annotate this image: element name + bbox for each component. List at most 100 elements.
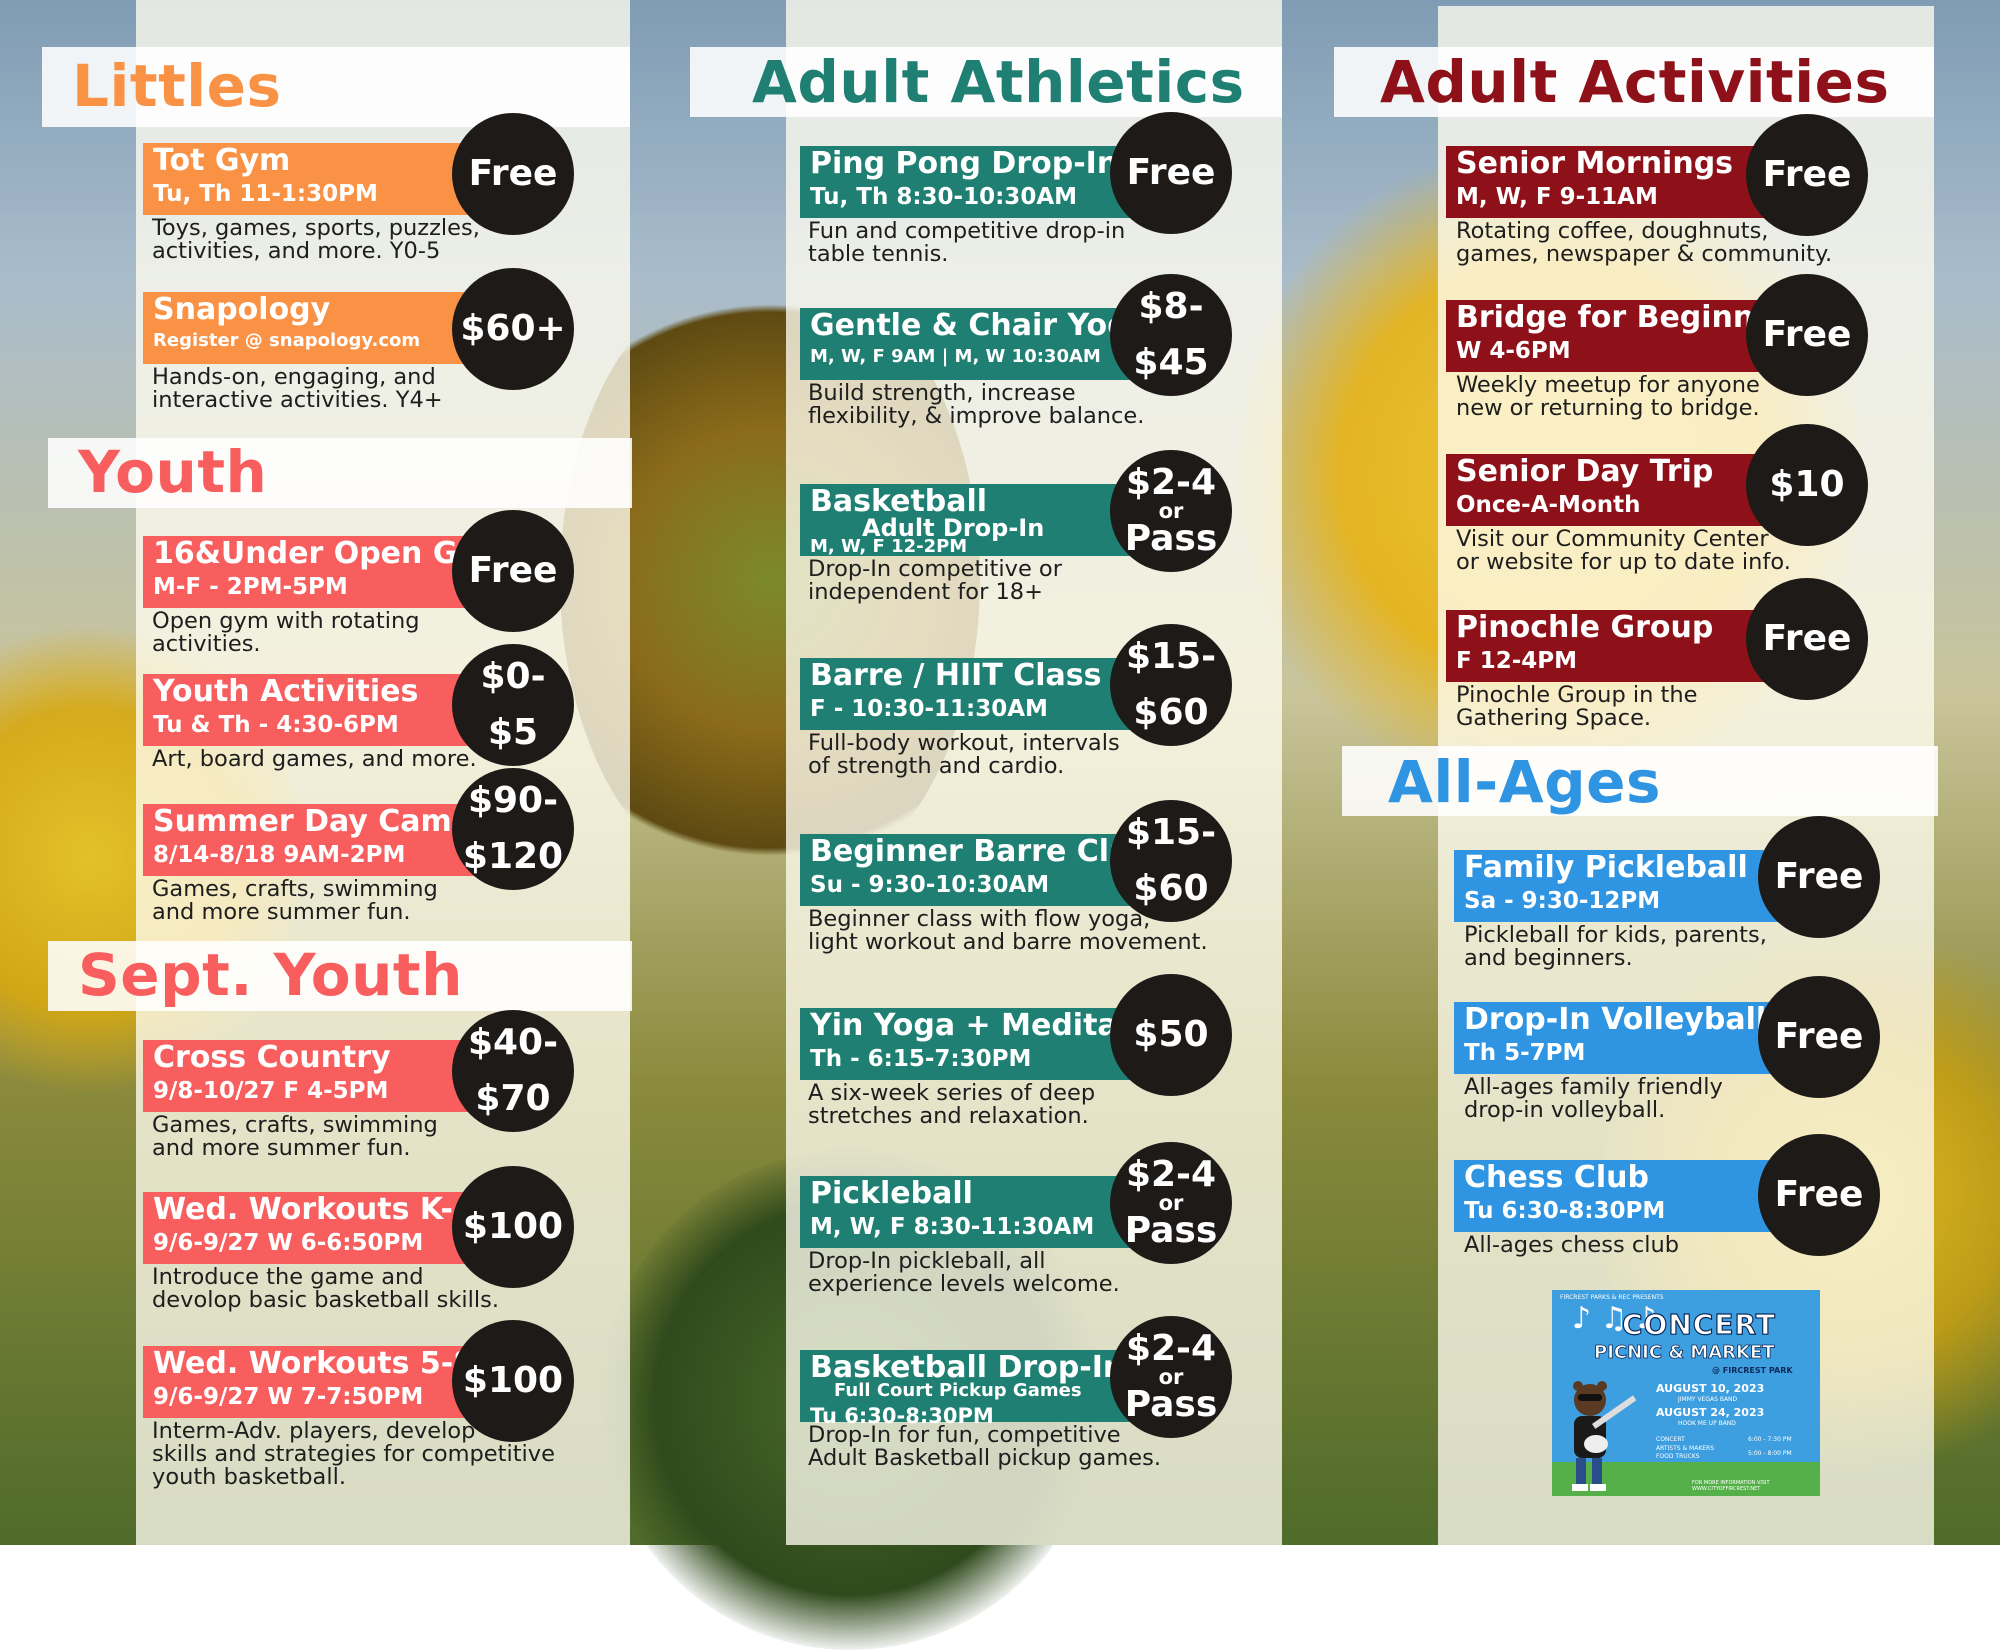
program-schedule: 8/14-8/18 9AM-2PM — [153, 842, 406, 868]
program-bar[interactable]: Bridge for Beginners W 4-6PM — [1446, 300, 1807, 372]
program-bar[interactable]: Yin Yoga + Meditation Th - 6:15-7:30PM — [800, 1008, 1184, 1080]
poster-date-2: AUGUST 24, 2023 — [1656, 1406, 1765, 1419]
price-text: $2-4 — [1125, 1154, 1217, 1195]
program-bar[interactable]: Wed. Workouts 5-8 9/6-9/27 W 7-7:50PM — [143, 1346, 503, 1418]
program-schedule: Su - 9:30-10:30AM — [810, 872, 1050, 898]
program-schedule: 9/8-10/27 F 4-5PM — [153, 1078, 389, 1104]
program-schedule: M, W, F 9AM | M, W 10:30AM — [810, 346, 1101, 367]
price-badge: $10 — [1746, 424, 1868, 546]
program-schedule: 9/6-9/27 W 7-7:50PM — [153, 1384, 424, 1410]
program-schedule: Tu, Th 11-1:30PM — [153, 181, 378, 207]
youth-heading: Youth — [78, 438, 268, 506]
program-schedule: Sa - 9:30-12PM — [1464, 888, 1661, 914]
program-bar[interactable]: Basketball Adult Drop-In M, W, F 12-2PM — [800, 484, 1150, 557]
price-badge: Free — [1758, 816, 1880, 938]
program-bar[interactable]: Chess Club Tu 6:30-8:30PM — [1454, 1160, 1802, 1232]
sept-youth-header-box — [48, 941, 632, 1011]
price-badge: $8- $45 — [1110, 274, 1232, 396]
price-text: Pass — [1124, 518, 1218, 559]
price-badge: $100 — [452, 1320, 574, 1442]
program-bar[interactable]: Youth Activities Tu & Th - 4:30-6PM — [143, 674, 503, 746]
program-description: Pickleball for kids, parents, and beginn… — [1464, 922, 1767, 971]
program-description: Build strength, increase flexibility, & … — [808, 380, 1145, 429]
price-text: Free — [1762, 618, 1852, 659]
program-description: Full-body workout, intervals of strength… — [808, 730, 1120, 779]
program-schedule: Tu, Th 8:30-10:30AM — [810, 184, 1078, 210]
price-text: or — [1158, 1191, 1184, 1215]
program-bar[interactable]: Senior Mornings M, W, F 9-11AM — [1446, 146, 1794, 218]
program-description: Pinochle Group in the Gathering Space. — [1456, 682, 1698, 731]
price-text: $70 — [475, 1078, 551, 1119]
program-bar[interactable]: Cross Country 9/8-10/27 F 4-5PM — [143, 1040, 503, 1112]
program-bar[interactable]: Beginner Barre Class Su - 9:30-10:30AM — [800, 834, 1165, 906]
poster-row-1-time: 6:00 - 7:30 PM — [1748, 1436, 1792, 1443]
program-name: Gentle & Chair Yoga — [810, 308, 1149, 343]
program-name: Wed. Workouts 5-8 — [153, 1346, 475, 1381]
poster-subtitle: PICNIC & MARKET — [1594, 1342, 1775, 1364]
program-name: Senior Day Trip — [1456, 454, 1714, 489]
price-text: $60 — [1133, 692, 1209, 733]
program-bar[interactable]: Gentle & Chair Yoga M, W, F 9AM | M, W 10… — [800, 308, 1150, 380]
program-schedule: F - 10:30-11:30AM — [810, 696, 1048, 722]
price-badge: Free — [1758, 1134, 1880, 1256]
program-description: Introduce the game and devolop basic bas… — [152, 1264, 500, 1313]
price-badge: Free — [1746, 274, 1868, 396]
poster-row-3-label: FOOD TRUCKS — [1656, 1453, 1700, 1460]
program-schedule: Register @ snapology.com — [153, 330, 421, 351]
program-bar[interactable]: Drop-In Volleyball Th 5-7PM — [1454, 1002, 1802, 1074]
program-name: Pinochle Group — [1456, 610, 1714, 645]
price-text: $8- — [1138, 286, 1204, 327]
program-bar[interactable]: Pickleball M, W, F 8:30-11:30AM — [800, 1176, 1150, 1248]
program-bar[interactable]: Snapology Register @ snapology.com — [143, 292, 503, 364]
bear-guitar-icon — [1572, 1381, 1637, 1491]
program-name: Wed. Workouts K-4 — [153, 1192, 474, 1227]
program-description: Drop-In pickleball, all experience level… — [808, 1248, 1120, 1297]
program-description: Drop-In competitive or independent for 1… — [808, 556, 1062, 605]
price-text: Free — [1762, 314, 1852, 355]
program-schedule: Th - 6:15-7:30PM — [810, 1046, 1032, 1072]
program-bar[interactable]: Pinochle Group F 12-4PM — [1446, 610, 1794, 682]
program-bar[interactable]: Summer Day Camp 8/14-8/18 9AM-2PM — [143, 804, 503, 876]
activities-header-box — [1334, 47, 1934, 117]
program-bar[interactable]: Senior Day Trip Once-A-Month — [1446, 454, 1794, 526]
program-bar[interactable]: Basketball Drop-In Full Court Pickup Game… — [800, 1350, 1150, 1428]
price-badge: $2-4 or Pass — [1110, 1316, 1232, 1438]
program-description: Weekly meetup for anyone new or returnin… — [1456, 372, 1760, 421]
price-text: $100 — [462, 1360, 564, 1401]
program-bar[interactable]: 16&Under Open Gym M-F - 2PM-5PM — [143, 536, 508, 608]
program-description: Interm-Adv. players, develop skills and … — [152, 1418, 555, 1490]
athletics-heading: Adult Athletics — [752, 48, 1245, 116]
price-badge: Free — [1110, 112, 1232, 234]
program-description: Beginner class with flow yoga, light wor… — [808, 906, 1208, 955]
program-schedule: Tu 6:30-8:30PM — [810, 1404, 994, 1428]
program-name: Senior Mornings — [1456, 146, 1734, 181]
music-notes-icon: ♪ ♫ ♪ — [1572, 1301, 1657, 1336]
program-bar[interactable]: Wed. Workouts K-4 9/6-9/27 W 6-6:50PM — [143, 1192, 503, 1264]
concert-poster[interactable]: FIRCREST PARKS & REC PRESENTS ♪ ♫ ♪ CONC… — [1552, 1290, 1820, 1496]
price-badge: $2-4 or Pass — [1110, 1142, 1232, 1264]
program-name: Chess Club — [1464, 1160, 1650, 1195]
price-text: $2-4 — [1125, 1328, 1217, 1369]
price-badge: $50 — [1110, 974, 1232, 1096]
program-schedule: M, W, F 8:30-11:30AM — [810, 1214, 1095, 1240]
program-bar[interactable]: Tot Gym Tu, Th 11-1:30PM — [143, 143, 503, 215]
poster-band-1: JIMMY VEGAS BAND — [1678, 1396, 1738, 1403]
price-text: or — [1158, 499, 1184, 523]
program-description: Games, crafts, swimming and more summer … — [152, 1112, 438, 1161]
program-name: Tot Gym — [153, 143, 291, 178]
program-name: Barre / HIIT Class — [810, 658, 1102, 693]
price-badge: $60+ — [452, 268, 574, 390]
program-subtitle: Full Court Pickup Games — [834, 1380, 1082, 1401]
price-badge: $90- $120 — [452, 768, 574, 890]
program-bar[interactable]: Ping Pong Drop-In Tu, Th 8:30-10:30AM — [800, 146, 1150, 218]
program-schedule: Th 5-7PM — [1464, 1040, 1586, 1066]
program-name: Cross Country — [153, 1040, 391, 1075]
program-description: Visit our Community Center or website fo… — [1456, 526, 1791, 575]
price-badge: Free — [452, 113, 574, 235]
poster-row-2-label: ARTISTS & MAKERS — [1656, 1445, 1715, 1452]
program-bar[interactable]: Family Pickleball Sa - 9:30-12PM — [1454, 850, 1802, 922]
youth-header-box — [48, 438, 632, 508]
program-bar[interactable]: Barre / HIIT Class F - 10:30-11:30AM — [800, 658, 1150, 730]
price-text: or — [1158, 1365, 1184, 1389]
price-text: Free — [1126, 152, 1216, 193]
